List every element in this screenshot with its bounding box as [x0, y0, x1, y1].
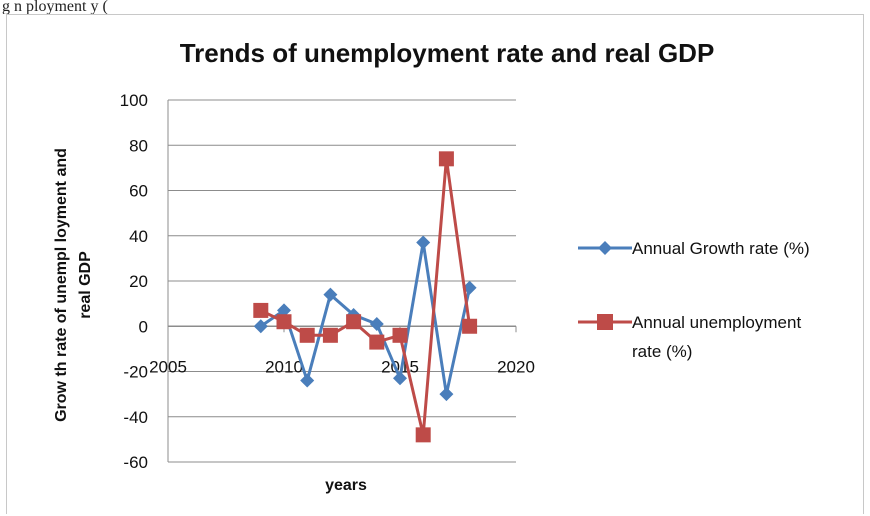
y-axis-title-line: real GDP — [77, 251, 94, 319]
y-tick-label: 20 — [129, 272, 148, 291]
data-point — [299, 327, 315, 343]
data-point — [300, 373, 315, 388]
data-point — [416, 235, 431, 250]
data-point — [346, 314, 362, 330]
legend-label: Annual unemployment — [632, 313, 801, 332]
data-point — [439, 387, 454, 402]
data-point — [253, 319, 268, 334]
legend-marker — [597, 314, 613, 330]
series-group — [253, 151, 478, 443]
x-axis-title: years — [325, 477, 367, 494]
legend-label: Annual Growth rate (%) — [632, 239, 810, 258]
x-tick-label: 2005 — [149, 357, 187, 376]
series-line — [260, 157, 472, 437]
y-axis-ticks: 100 80 60 40 20 0 -20 -40 -60 — [120, 91, 148, 472]
figure-caption: g n ployment y ( — [2, 0, 108, 14]
data-point — [253, 302, 269, 318]
y-tick-label: -40 — [123, 408, 148, 427]
data-point — [323, 287, 338, 302]
data-point — [393, 371, 407, 386]
chart-title: Trends of unemployment rate and real GDP — [180, 38, 715, 68]
x-tick-label: 2010 — [265, 357, 303, 376]
data-point — [438, 151, 454, 167]
y-tick-label: 100 — [120, 91, 148, 110]
legend-marker — [598, 241, 612, 255]
series-line — [259, 241, 472, 396]
data-point — [462, 318, 478, 334]
y-axis-title: Grow th rate of unempl loyment and real G… — [53, 148, 94, 422]
y-tick-label: -60 — [123, 453, 148, 472]
data-point — [322, 327, 338, 343]
y-tick-label: 60 — [129, 182, 148, 201]
data-point — [392, 327, 408, 343]
x-tick-label: 2020 — [497, 357, 535, 376]
data-point — [369, 334, 385, 350]
y-tick-label: 40 — [129, 227, 148, 246]
data-point — [415, 427, 431, 443]
data-point — [276, 314, 292, 330]
data-point — [369, 316, 384, 331]
y-tick-label: 0 — [139, 317, 148, 336]
y-axis-title-line: Grow th rate of unempl loyment and — [53, 148, 70, 422]
legend: Annual Growth rate (%) Annual unemploymen… — [578, 239, 810, 361]
y-tick-label: 80 — [129, 136, 148, 155]
data-point — [277, 303, 291, 318]
chart-frame — [6, 14, 864, 514]
y-tick-label: -20 — [123, 363, 148, 382]
legend-label: rate (%) — [632, 342, 692, 361]
